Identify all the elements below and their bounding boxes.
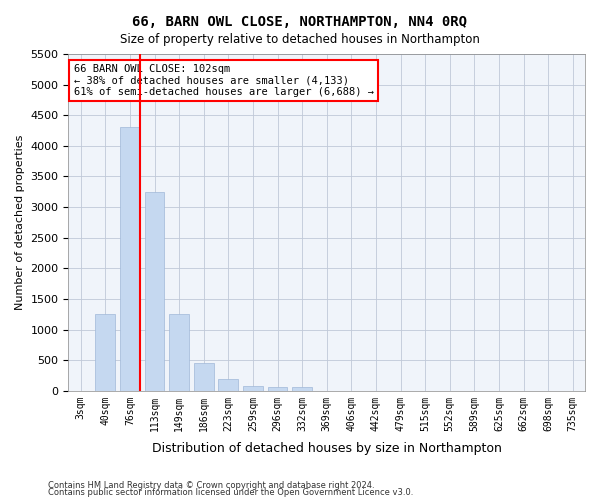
Bar bbox=[95, 314, 115, 391]
Bar bbox=[292, 387, 312, 391]
Text: Contains public sector information licensed under the Open Government Licence v3: Contains public sector information licen… bbox=[48, 488, 413, 497]
Y-axis label: Number of detached properties: Number of detached properties bbox=[15, 134, 25, 310]
Bar bbox=[169, 314, 189, 391]
Bar bbox=[194, 363, 214, 391]
X-axis label: Distribution of detached houses by size in Northampton: Distribution of detached houses by size … bbox=[152, 442, 502, 455]
Bar bbox=[218, 378, 238, 391]
Text: Size of property relative to detached houses in Northampton: Size of property relative to detached ho… bbox=[120, 32, 480, 46]
Text: 66, BARN OWL CLOSE, NORTHAMPTON, NN4 0RQ: 66, BARN OWL CLOSE, NORTHAMPTON, NN4 0RQ bbox=[133, 15, 467, 29]
Bar bbox=[243, 386, 263, 391]
Text: Contains HM Land Registry data © Crown copyright and database right 2024.: Contains HM Land Registry data © Crown c… bbox=[48, 480, 374, 490]
Bar bbox=[145, 192, 164, 391]
Text: 66 BARN OWL CLOSE: 102sqm
← 38% of detached houses are smaller (4,133)
61% of se: 66 BARN OWL CLOSE: 102sqm ← 38% of detac… bbox=[74, 64, 374, 98]
Bar bbox=[120, 128, 140, 391]
Bar bbox=[268, 387, 287, 391]
